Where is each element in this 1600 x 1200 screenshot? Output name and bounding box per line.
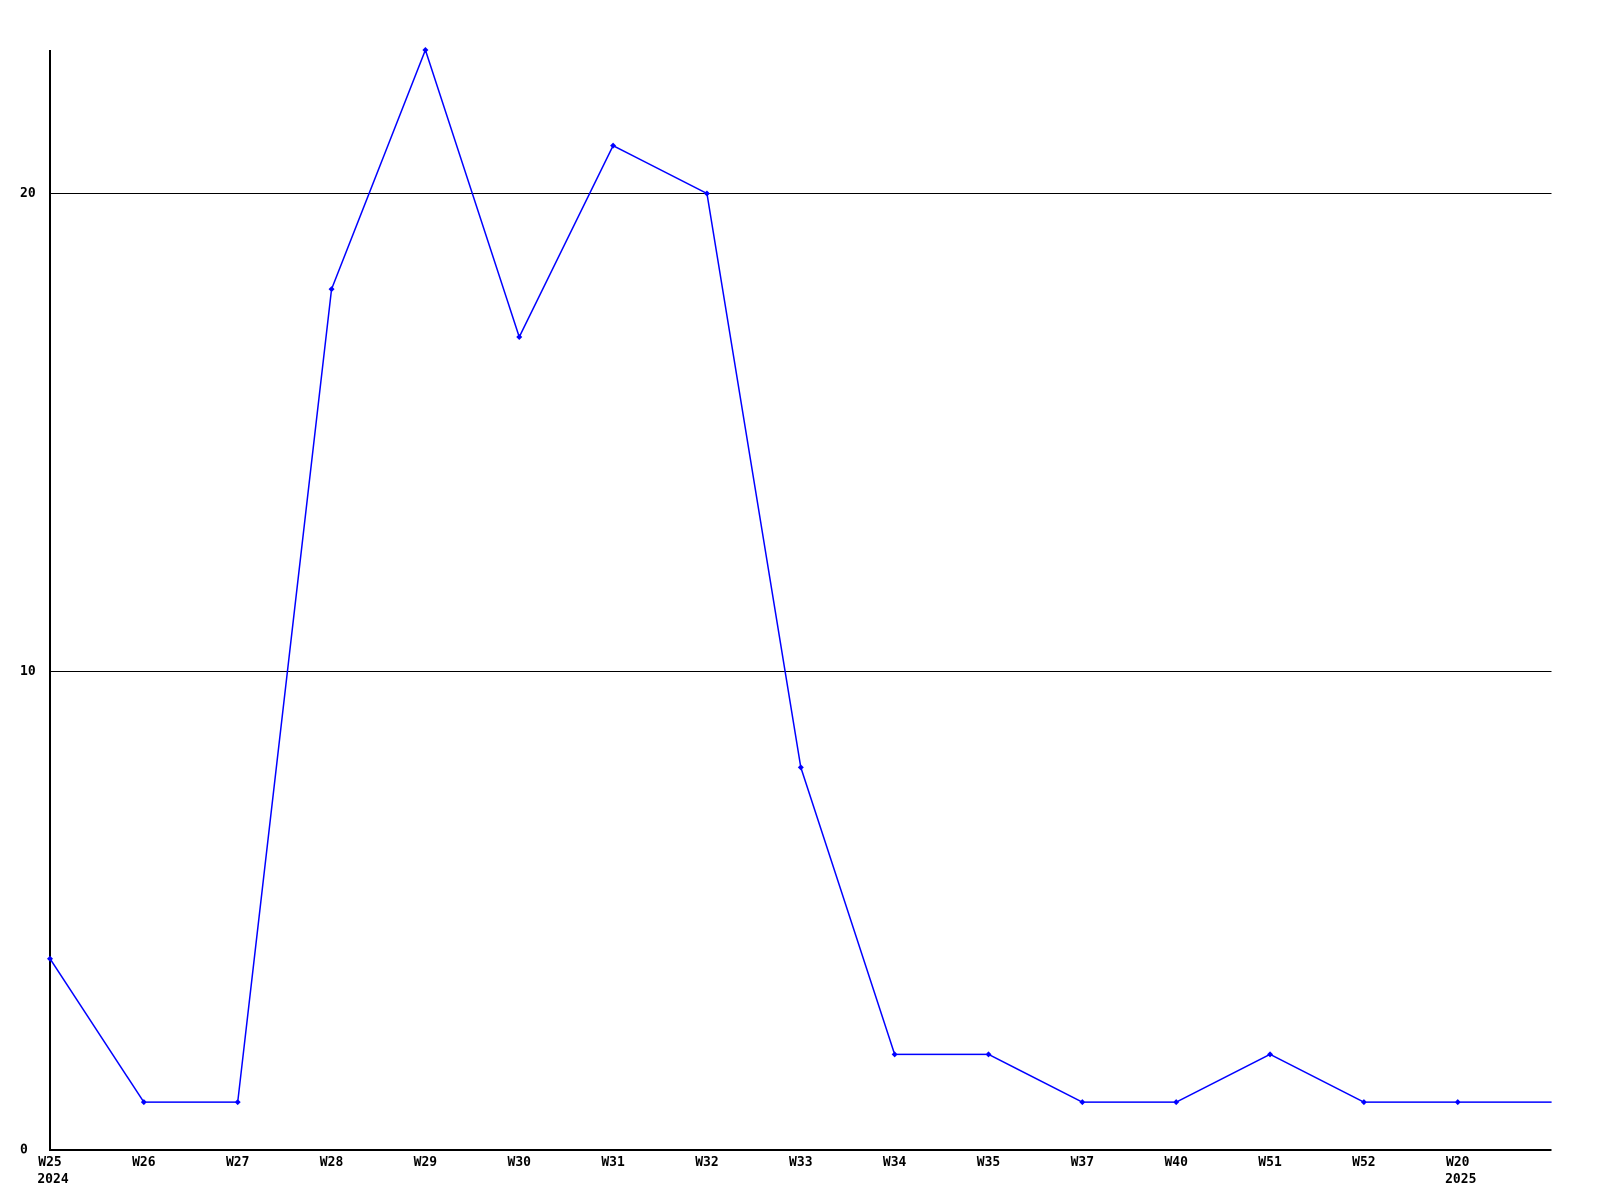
x-tick-label-w29: W29	[414, 1155, 437, 1170]
data-point-marker-w27	[234, 1099, 241, 1106]
data-point-marker-w52	[1360, 1099, 1367, 1106]
x-tick-label-w40: W40	[1164, 1155, 1188, 1170]
x-tick-label-w37: W37	[1071, 1155, 1094, 1170]
x-tick-label-w33: W33	[789, 1155, 812, 1170]
data-point-marker-w34	[891, 1051, 898, 1058]
x-tick-label-w25: W25	[38, 1155, 61, 1170]
data-point-marker-w40	[1173, 1099, 1180, 1106]
y-tick-label-10: 10	[20, 664, 36, 679]
x-tick-label-w51: W51	[1258, 1155, 1282, 1170]
x-tick-label-w30: W30	[508, 1155, 532, 1170]
x-tick-label-w27: W27	[226, 1155, 249, 1170]
x-tick-label-w26: W26	[132, 1155, 156, 1170]
x-tick-sublabel-2024: 2024	[37, 1172, 68, 1187]
data-point-marker-w25	[47, 955, 53, 962]
x-tick-label-w52: W52	[1352, 1155, 1375, 1170]
data-point-marker-w26	[140, 1099, 147, 1106]
x-tick-label-w28: W28	[320, 1155, 344, 1170]
y-tick-label-20: 20	[20, 186, 36, 201]
data-point-marker-w31	[610, 142, 617, 149]
data-point-marker-w29	[422, 47, 429, 53]
x-tick-label-w34: W34	[883, 1155, 907, 1170]
data-point-marker-w35	[985, 1051, 992, 1058]
data-point-marker-w20	[1454, 1099, 1461, 1106]
x-tick-sublabel-2025: 2025	[1445, 1172, 1476, 1187]
x-tick-label-w20: W20	[1446, 1155, 1470, 1170]
x-tick-label-w31: W31	[601, 1155, 625, 1170]
data-point-marker-w32	[703, 190, 710, 197]
x-tick-label-w32: W32	[695, 1155, 718, 1170]
data-point-marker-w37	[1079, 1099, 1086, 1106]
data-point-marker-w33	[797, 764, 804, 771]
data-point-marker-w51	[1267, 1051, 1274, 1058]
data-point-marker-w28	[328, 286, 335, 293]
x-tick-label-w35: W35	[977, 1155, 1000, 1170]
y-tick-label-0: 0	[20, 1143, 28, 1158]
data-point-marker-w30	[516, 333, 523, 340]
